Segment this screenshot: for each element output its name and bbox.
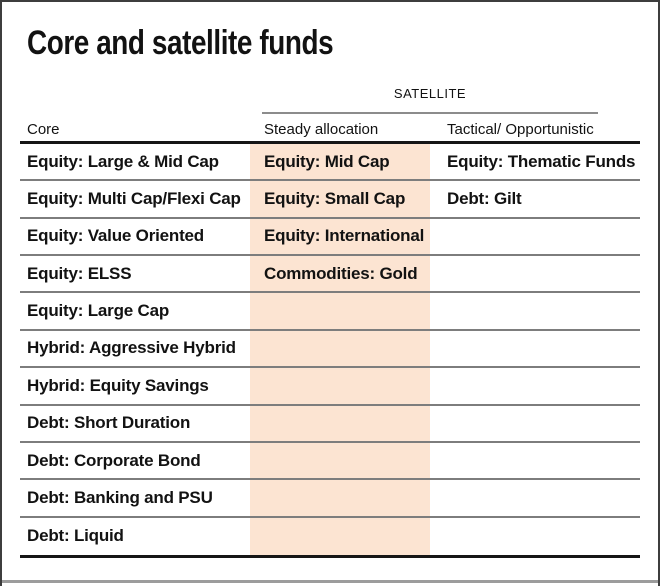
funds-table: Equity: Large & Mid Cap Equity: Mid Cap Eq…	[20, 141, 640, 558]
table-row: Debt: Liquid	[20, 518, 640, 555]
table-cell: Debt: Liquid	[27, 526, 124, 546]
column-header-core: Core	[27, 120, 60, 138]
table-row: Equity: Large Cap	[20, 293, 640, 331]
table-rows: Equity: Large & Mid Cap Equity: Mid Cap Eq…	[20, 144, 640, 555]
table-cell: Commodities: Gold	[264, 263, 418, 283]
table-row: Debt: Corporate Bond	[20, 443, 640, 481]
table-cell: Equity: International	[264, 226, 425, 246]
table-cell: Debt: Corporate Bond	[27, 450, 201, 470]
column-header-tactical-opportunistic: Tactical/ Opportunistic	[447, 120, 594, 138]
table-row: Debt: Short Duration	[20, 406, 640, 443]
column-header-row: Core Steady allocation Tactical/ Opportu…	[20, 118, 640, 140]
table-row: Hybrid: Aggressive Hybrid	[20, 331, 640, 369]
table-row: Equity: Multi Cap/Flexi Cap Equity: Small…	[20, 181, 640, 219]
table-cell: Equity: Multi Cap/Flexi Cap	[27, 189, 241, 209]
table-cell: Debt: Short Duration	[27, 413, 191, 433]
column-header-steady-allocation: Steady allocation	[264, 120, 379, 138]
table-row: Hybrid: Equity Savings	[20, 368, 640, 406]
table-cell: Equity: Thematic Funds	[447, 151, 636, 171]
page-title: Core and satellite funds	[27, 24, 334, 62]
table-cell: Hybrid: Equity Savings	[27, 375, 209, 395]
table-row: Equity: Value Oriented Equity: Internatio…	[20, 219, 640, 257]
table-cell: Equity: Small Cap	[264, 189, 406, 209]
table-row: Equity: ELSS Commodities: Gold	[20, 256, 640, 294]
table-cell: Equity: Mid Cap	[264, 151, 390, 171]
bottom-rule	[2, 580, 658, 583]
table-cell: Debt: Gilt	[447, 189, 522, 209]
satellite-underline	[262, 112, 598, 114]
table-cell: Equity: Large & Mid Cap	[27, 151, 219, 171]
table-cell: Equity: ELSS	[27, 263, 132, 283]
highlight-column-band	[250, 144, 430, 555]
satellite-group-header: SATELLITE	[393, 86, 467, 101]
table-cell: Equity: Value Oriented	[27, 226, 204, 246]
table-row: Equity: Large & Mid Cap Equity: Mid Cap Eq…	[20, 144, 640, 182]
table-row: Debt: Banking and PSU	[20, 480, 640, 518]
table-cell: Equity: Large Cap	[27, 301, 170, 321]
table-cell: Hybrid: Aggressive Hybrid	[27, 338, 236, 358]
table-cell: Debt: Banking and PSU	[27, 487, 213, 507]
